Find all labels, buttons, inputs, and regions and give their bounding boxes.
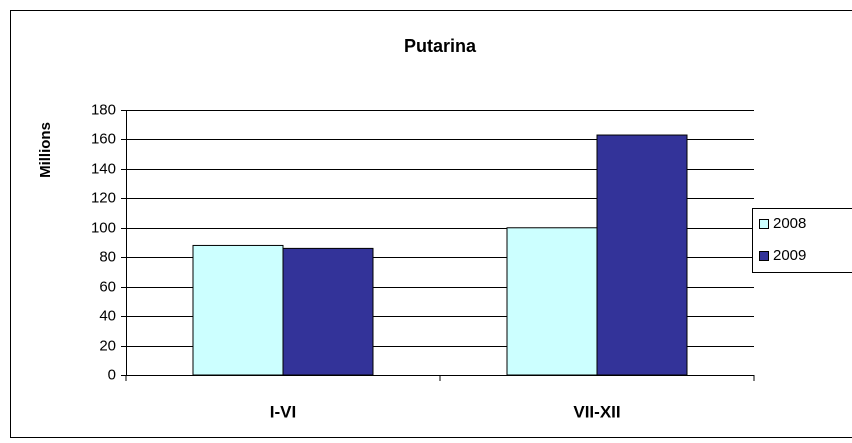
y-tick-label: 120	[91, 189, 116, 206]
y-axis-label: Millions	[37, 122, 54, 178]
y-tick-label: 140	[91, 160, 116, 177]
chart-title: Putarina	[404, 36, 477, 56]
legend-frame	[752, 208, 852, 273]
y-tick-label: 40	[99, 307, 116, 324]
chart-frame	[10, 10, 852, 438]
y-tick-label: 180	[91, 101, 116, 118]
x-tick-label: VII-XII	[573, 402, 620, 421]
legend-label: 2009	[773, 247, 806, 264]
y-tick-label: 20	[99, 337, 116, 354]
legend-swatch	[759, 219, 769, 229]
bar	[596, 134, 688, 376]
y-tick-label: 0	[108, 366, 116, 383]
legend-swatch	[759, 251, 769, 261]
bar	[192, 244, 284, 376]
legend-label: 2008	[773, 215, 806, 232]
y-tick-label: 160	[91, 130, 116, 147]
y-tick-label: 80	[99, 248, 116, 265]
bar	[506, 227, 598, 376]
x-tick-label: I-VI	[270, 402, 296, 421]
y-tick-label: 100	[91, 219, 116, 236]
bar	[282, 247, 374, 376]
y-tick-label: 60	[99, 278, 116, 295]
